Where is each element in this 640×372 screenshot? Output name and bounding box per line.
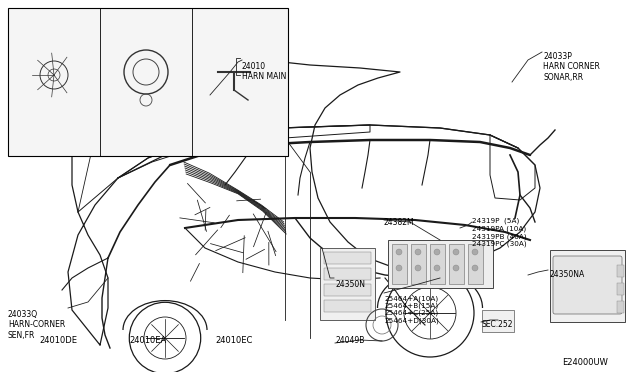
Circle shape — [415, 265, 421, 271]
Text: SEC.252: SEC.252 — [481, 320, 513, 329]
Circle shape — [453, 265, 459, 271]
Text: 24033Q
HARN-CORNER
SEN,FR: 24033Q HARN-CORNER SEN,FR — [8, 310, 65, 340]
Text: 24010EC: 24010EC — [215, 336, 253, 345]
Text: 24350NA: 24350NA — [549, 270, 584, 279]
Bar — [468, 244, 483, 284]
Bar — [617, 301, 624, 313]
Text: 25464+A(10A)
25464+B(15A)
25464+C(25A)
25464+D(30A): 25464+A(10A) 25464+B(15A) 25464+C(25A) 2… — [384, 295, 439, 324]
Circle shape — [396, 265, 402, 271]
Text: 24010
HARN MAIN: 24010 HARN MAIN — [242, 62, 286, 81]
Bar — [449, 244, 464, 284]
Bar — [324, 300, 371, 312]
Bar — [550, 250, 625, 322]
Bar — [430, 244, 445, 284]
Circle shape — [415, 249, 421, 255]
Text: 24350N: 24350N — [335, 280, 365, 289]
Bar — [324, 284, 371, 296]
Circle shape — [472, 265, 478, 271]
Bar — [392, 244, 407, 284]
Text: 24319P  (5A)
24319PA (10A)
24319PB (40A)
24319PC (30A): 24319P (5A) 24319PA (10A) 24319PB (40A) … — [472, 218, 527, 247]
Text: 24010DE: 24010DE — [39, 336, 77, 345]
Bar — [411, 244, 426, 284]
Bar — [482, 310, 514, 332]
Bar — [8, 8, 288, 156]
Text: 24049B: 24049B — [335, 336, 364, 345]
Circle shape — [434, 265, 440, 271]
Bar — [320, 248, 375, 320]
Circle shape — [472, 249, 478, 255]
Text: 24033P
HARN CORNER
SONAR,RR: 24033P HARN CORNER SONAR,RR — [543, 52, 600, 82]
Bar — [324, 252, 371, 264]
Circle shape — [434, 249, 440, 255]
Text: 24010EA: 24010EA — [129, 336, 166, 345]
Circle shape — [453, 249, 459, 255]
Bar — [617, 283, 624, 295]
Circle shape — [396, 249, 402, 255]
Text: 24382M: 24382M — [384, 218, 415, 227]
FancyBboxPatch shape — [553, 256, 622, 314]
Bar — [324, 268, 371, 280]
Bar — [388, 240, 493, 288]
Bar — [617, 265, 624, 277]
Text: E24000UW: E24000UW — [562, 358, 608, 367]
